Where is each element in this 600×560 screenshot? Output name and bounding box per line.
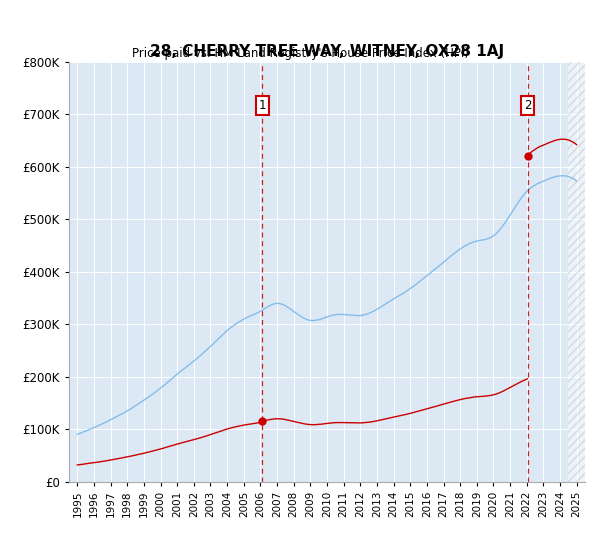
Title: 28, CHERRY TREE WAY, WITNEY, OX28 1AJ: 28, CHERRY TREE WAY, WITNEY, OX28 1AJ bbox=[150, 44, 504, 59]
Text: Price paid vs. HM Land Registry's House Price Index (HPI): Price paid vs. HM Land Registry's House … bbox=[131, 46, 469, 60]
Text: 1: 1 bbox=[259, 99, 266, 112]
Text: 2: 2 bbox=[524, 99, 532, 112]
Bar bbox=[568, 62, 585, 482]
